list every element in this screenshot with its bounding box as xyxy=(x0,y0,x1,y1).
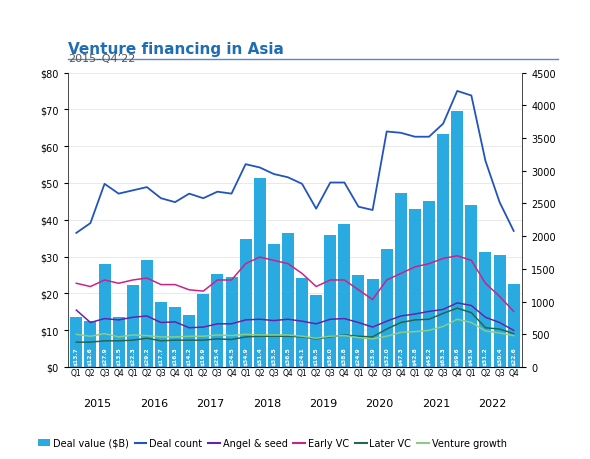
Bar xyxy=(183,315,195,367)
Bar xyxy=(437,135,449,367)
Text: $36.0: $36.0 xyxy=(328,347,333,365)
Text: $36.5: $36.5 xyxy=(286,347,290,365)
Text: $13.5: $13.5 xyxy=(116,347,121,365)
Bar xyxy=(395,194,407,367)
Text: $38.8: $38.8 xyxy=(342,347,347,365)
Bar xyxy=(127,285,139,367)
Bar xyxy=(310,296,322,367)
Text: $12.6: $12.6 xyxy=(88,347,93,365)
Bar xyxy=(423,201,435,367)
Text: 2016: 2016 xyxy=(140,397,168,408)
Bar xyxy=(240,239,251,367)
Text: $19.9: $19.9 xyxy=(201,347,206,365)
Bar xyxy=(197,294,209,367)
Text: $32.0: $32.0 xyxy=(384,347,389,365)
Text: $29.2: $29.2 xyxy=(145,347,149,365)
Bar xyxy=(324,235,336,367)
Text: $24.5: $24.5 xyxy=(229,347,234,365)
Text: $30.4: $30.4 xyxy=(497,347,502,365)
Text: $33.5: $33.5 xyxy=(271,347,276,365)
Bar xyxy=(466,206,477,367)
Text: $22.3: $22.3 xyxy=(130,347,135,365)
Bar xyxy=(99,265,110,367)
Bar xyxy=(480,252,491,367)
Bar xyxy=(155,302,167,367)
Text: $27.9: $27.9 xyxy=(102,347,107,365)
Text: $24.1: $24.1 xyxy=(300,347,304,365)
Text: $24.9: $24.9 xyxy=(356,347,361,365)
Bar xyxy=(84,321,96,367)
Legend: Deal value ($B), Deal count, Angel & seed, Early VC, Later VC, Venture growth: Deal value ($B), Deal count, Angel & see… xyxy=(34,434,511,452)
Text: $19.5: $19.5 xyxy=(314,347,319,365)
Text: $51.4: $51.4 xyxy=(257,347,262,365)
Text: 2015–Q4’22: 2015–Q4’22 xyxy=(68,54,135,64)
Text: $25.4: $25.4 xyxy=(215,347,220,365)
Bar xyxy=(113,318,124,367)
Bar xyxy=(169,308,181,367)
Text: $47.3: $47.3 xyxy=(398,347,404,365)
Text: $31.2: $31.2 xyxy=(483,347,488,365)
Bar xyxy=(366,280,379,367)
Text: $42.8: $42.8 xyxy=(412,347,417,365)
Text: Venture financing in Asia: Venture financing in Asia xyxy=(68,42,284,57)
Bar xyxy=(409,210,421,367)
Text: $43.9: $43.9 xyxy=(469,347,474,365)
Bar xyxy=(225,277,238,367)
Text: $34.9: $34.9 xyxy=(243,347,248,365)
Text: 2022: 2022 xyxy=(478,397,507,408)
Bar xyxy=(296,279,308,367)
Bar xyxy=(211,274,224,367)
Bar xyxy=(507,284,520,367)
Text: $17.7: $17.7 xyxy=(159,347,163,365)
Text: 2020: 2020 xyxy=(366,397,394,408)
Bar xyxy=(381,250,393,367)
Bar xyxy=(352,276,365,367)
Bar xyxy=(339,225,350,367)
Text: 2018: 2018 xyxy=(253,397,281,408)
Text: $14.2: $14.2 xyxy=(186,347,192,365)
Text: $63.3: $63.3 xyxy=(441,347,445,365)
Text: 2017: 2017 xyxy=(196,397,224,408)
Text: 2019: 2019 xyxy=(309,397,337,408)
Bar xyxy=(254,179,266,367)
Text: $69.6: $69.6 xyxy=(455,347,460,365)
Bar xyxy=(268,244,280,367)
Text: $16.3: $16.3 xyxy=(173,347,178,365)
Bar xyxy=(494,256,506,367)
Bar xyxy=(451,112,463,367)
Bar xyxy=(70,317,83,367)
Text: $13.7: $13.7 xyxy=(74,347,79,365)
Bar xyxy=(141,260,153,367)
Bar xyxy=(282,233,294,367)
Text: $23.9: $23.9 xyxy=(370,347,375,365)
Text: $22.6: $22.6 xyxy=(511,347,516,365)
Text: 2015: 2015 xyxy=(83,397,112,408)
Text: $45.2: $45.2 xyxy=(427,347,431,365)
Text: 2021: 2021 xyxy=(422,397,450,408)
